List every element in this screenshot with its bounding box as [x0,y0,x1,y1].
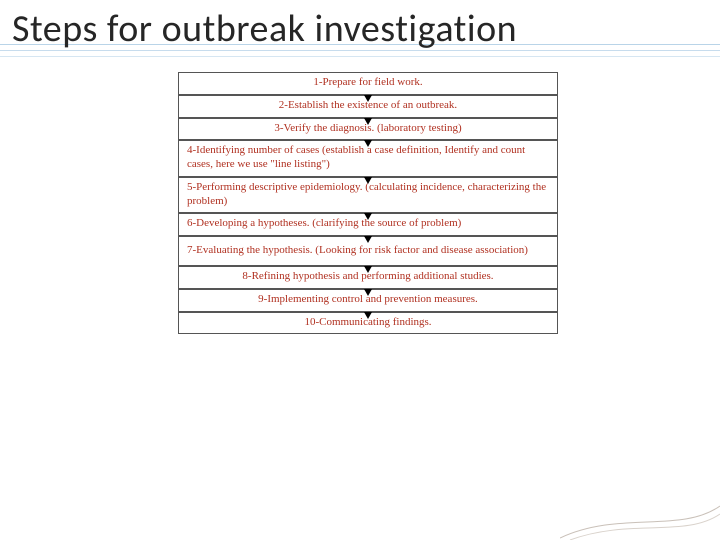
flow-step-label: 5-Performing descriptive epidemiology. (… [187,181,549,209]
page-title: Steps for outbreak investigation [12,6,708,52]
flow-step-label: 1-Prepare for field work. [313,76,422,90]
flow-step-1: 1-Prepare for field work. [178,72,558,95]
flow-step-label: 6-Developing a hypotheses. (clarifying t… [187,217,461,231]
title-area: Steps for outbreak investigation [12,6,708,52]
slide: Steps for outbreak investigation 1-Prepa… [0,0,720,540]
title-underline [0,56,720,57]
flow-step-label: 7-Evaluating the hypothesis. (Looking fo… [187,244,528,258]
flow-step-label: 4-Identifying number of cases (establish… [187,144,549,172]
footer-decoration [560,500,720,540]
flowchart: 1-Prepare for field work.2-Establish the… [178,72,558,334]
